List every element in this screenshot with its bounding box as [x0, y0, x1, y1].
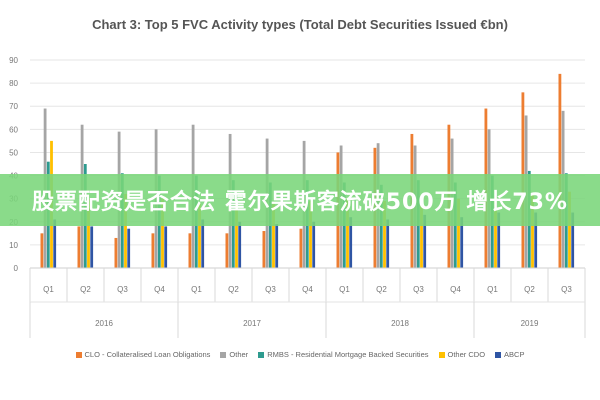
legend-item: RMBS - Residential Mortgage Backed Secur…: [258, 350, 429, 359]
bar: [198, 203, 201, 268]
x-tick-label: Q2: [228, 285, 239, 294]
x-tick-label: Q4: [450, 285, 461, 294]
bar: [299, 228, 303, 268]
x-tick-label: Q4: [302, 285, 313, 294]
bar: [457, 198, 460, 268]
y-tick-label: 60: [9, 125, 18, 134]
legend-label: Other CDO: [447, 350, 486, 359]
bar: [235, 200, 238, 268]
x-tick-label: Q2: [80, 285, 91, 294]
legend-item: Other: [220, 350, 248, 359]
x-tick-label: Q1: [339, 285, 350, 294]
bar: [534, 212, 538, 268]
x-tick-label: Q2: [376, 285, 387, 294]
bar: [161, 198, 164, 268]
x-tick-label: Q3: [265, 285, 276, 294]
bar: [571, 212, 575, 268]
bar: [460, 217, 464, 268]
legend-swatch: [495, 351, 502, 358]
legend-label: RMBS - Residential Mortgage Backed Secur…: [267, 350, 429, 359]
y-tick-label: 90: [9, 56, 18, 65]
bar: [238, 221, 242, 268]
bar: [497, 212, 501, 268]
year-label: 2019: [521, 319, 539, 328]
legend-item: ABCP: [495, 350, 524, 359]
x-tick-label: Q3: [561, 285, 572, 294]
bar: [127, 228, 131, 268]
bar: [164, 226, 168, 268]
x-tick-label: Q3: [413, 285, 424, 294]
bar: [568, 191, 571, 268]
bar: [494, 196, 497, 268]
x-tick-label: Q2: [524, 285, 535, 294]
bar: [531, 194, 534, 268]
chart-legend: CLO - Collateralised Loan Obligations Oth…: [0, 350, 600, 359]
bar: [379, 184, 383, 268]
year-label: 2016: [95, 319, 113, 328]
bar: [309, 200, 312, 268]
bar: [346, 198, 349, 268]
legend-item: CLO - Collateralised Loan Obligations: [75, 350, 211, 359]
bar: [188, 233, 192, 268]
y-tick-label: 70: [9, 102, 18, 111]
legend-swatch: [258, 351, 265, 358]
chart-title: Chart 3: Top 5 FVC Activity types (Total…: [92, 17, 508, 32]
y-tick-label: 0: [14, 264, 19, 273]
bar: [40, 233, 44, 268]
bar: [151, 233, 155, 268]
year-label: 2018: [391, 319, 409, 328]
bar: [420, 196, 423, 268]
overlay-banner: 股票配资是否合法 霍尔果斯客流破500万 增长73%: [0, 174, 600, 226]
legend-item: Other CDO: [438, 350, 486, 359]
bar: [53, 219, 57, 268]
x-tick-label: Q3: [117, 285, 128, 294]
bar: [114, 237, 118, 268]
bar: [386, 219, 390, 268]
year-label: 2017: [243, 319, 261, 328]
bar: [423, 214, 427, 268]
x-tick-label: Q1: [191, 285, 202, 294]
legend-label: CLO - Collateralised Loan Obligations: [84, 350, 211, 359]
bar: [225, 233, 229, 268]
bar: [201, 219, 205, 268]
bar: [349, 217, 353, 268]
legend-label: ABCP: [504, 350, 525, 359]
bar: [124, 194, 127, 268]
legend-label: Other: [229, 350, 249, 359]
bar: [383, 200, 386, 268]
y-tick-label: 50: [9, 148, 18, 157]
y-tick-label: 80: [9, 79, 18, 88]
x-tick-label: Q1: [487, 285, 498, 294]
bar: [312, 221, 316, 268]
bar: [90, 226, 94, 268]
bar: [275, 224, 279, 268]
legend-swatch: [438, 351, 445, 358]
bar: [77, 226, 81, 268]
legend-swatch: [75, 351, 82, 358]
bar: [272, 203, 275, 268]
legend-swatch: [220, 351, 227, 358]
bar: [262, 231, 266, 268]
x-tick-label: Q1: [43, 285, 54, 294]
y-tick-label: 10: [9, 241, 18, 250]
bar: [87, 198, 90, 268]
bar: [558, 73, 562, 268]
x-tick-label: Q4: [154, 285, 165, 294]
